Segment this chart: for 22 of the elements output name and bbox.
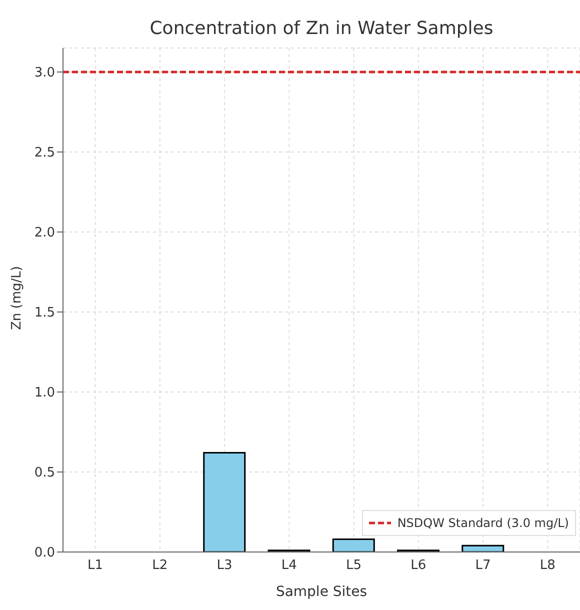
bar [203,452,246,552]
x-axis-title: Sample Sites [276,584,368,600]
y-tick-label: 0.0 [34,546,55,561]
x-tick-label: L6 [410,558,426,574]
x-tick-label: L1 [88,558,104,574]
y-axis-title: Zn (mg/L) [10,266,25,330]
y-tick-label: 0.5 [34,466,55,481]
x-tick-label: L4 [281,558,297,574]
x-tick-label: L8 [540,558,556,574]
y-tick-label: 2.5 [34,146,55,161]
x-tick-label: L5 [346,558,362,574]
x-tick-label: L3 [216,558,232,574]
chart-title: Concentration of Zn in Water Samples [150,18,494,39]
y-tick-label: 3.0 [34,66,55,81]
y-tick-label: 1.0 [34,386,55,401]
bar [332,538,375,552]
bar [462,544,504,552]
y-tick-label: 2.0 [34,226,55,241]
y-tick-label: 1.5 [34,306,55,321]
x-tick-label: L2 [152,558,168,574]
legend-label: NSDQW Standard (3.0 mg/L) [397,516,569,530]
x-tick-label: L7 [475,558,491,574]
